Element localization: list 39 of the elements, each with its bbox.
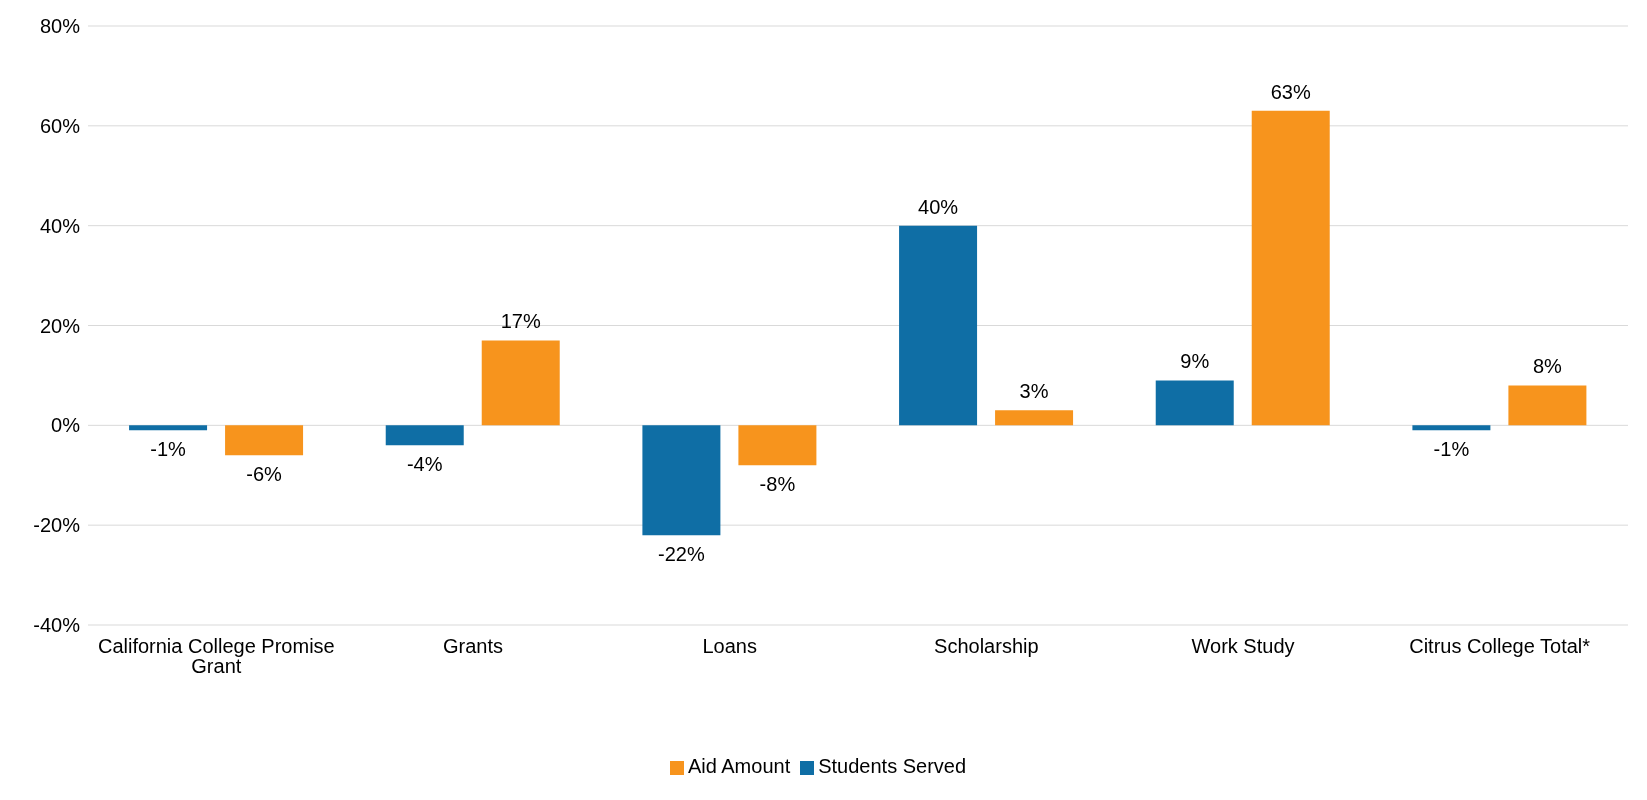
x-tick-label: Loans: [702, 635, 757, 658]
data-label: -1%: [150, 438, 187, 461]
x-tick-label: Work Study: [1191, 635, 1295, 658]
bar: [1155, 380, 1234, 426]
y-tick-label: -40%: [33, 614, 81, 637]
data-label: 63%: [1270, 80, 1311, 103]
data-label: -22%: [658, 543, 705, 566]
bar: [1251, 110, 1330, 426]
bar: [899, 225, 978, 426]
x-tick-label: California College Promise Grant: [97, 635, 335, 678]
data-label: -4%: [406, 453, 443, 476]
data-label: -6%: [246, 463, 283, 486]
bar: [1508, 385, 1587, 426]
data-label: -8%: [759, 473, 796, 496]
data-label: 3%: [1019, 380, 1049, 403]
bar: [481, 340, 560, 426]
legend-label: Aid Amount: [687, 755, 791, 777]
data-label: -1%: [1433, 438, 1470, 461]
data-label: 17%: [500, 310, 541, 333]
data-label: 9%: [1180, 350, 1210, 373]
y-tick-label: 0%: [51, 414, 81, 437]
bar: [995, 410, 1074, 426]
bar: [738, 425, 817, 466]
x-tick-label: Scholarship: [934, 635, 1039, 658]
x-tick-label: Citrus College Total*: [1409, 635, 1591, 658]
y-tick-label: -20%: [33, 514, 81, 537]
y-tick-label: 40%: [39, 214, 81, 237]
y-tick-label: 60%: [39, 114, 81, 137]
y-tick-label: 80%: [39, 15, 81, 38]
data-label: 8%: [1532, 355, 1563, 378]
bar: [385, 425, 464, 446]
bar: [642, 425, 721, 536]
x-tick-label: Grants: [442, 635, 504, 658]
bar: [225, 425, 304, 456]
bar: [1412, 425, 1491, 431]
bar: [129, 425, 208, 431]
data-label: 40%: [918, 195, 959, 218]
legend-label: Students Served: [818, 755, 967, 777]
y-tick-label: 20%: [39, 314, 81, 337]
